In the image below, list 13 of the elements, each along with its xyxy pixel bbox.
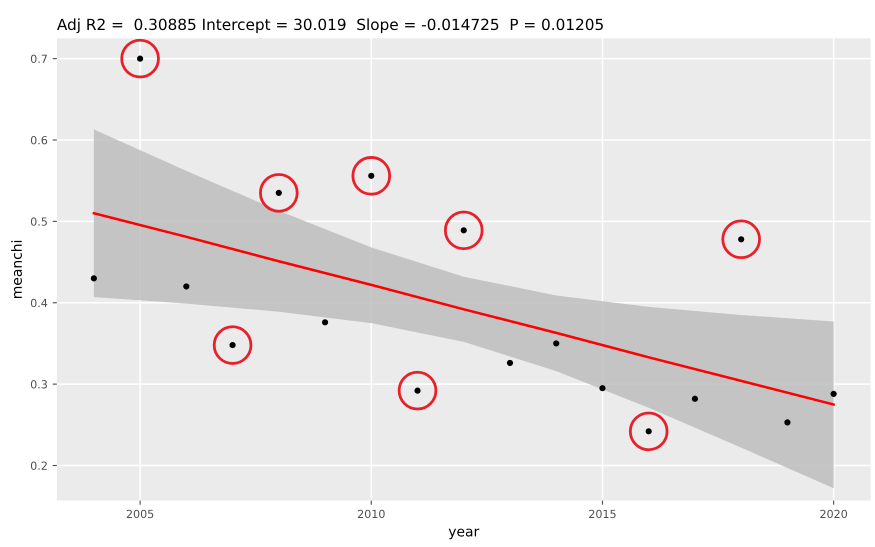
x-tick-label: 2015 bbox=[589, 510, 616, 518]
y-axis-title: meanchi bbox=[11, 240, 22, 298]
y-tick-label: 0.4 bbox=[30, 298, 48, 308]
y-tick-label: 0.5 bbox=[30, 217, 47, 226]
x-tick-label: 2005 bbox=[126, 510, 154, 518]
y-tick-label: 0.3 bbox=[30, 380, 47, 389]
x-axis-title: year bbox=[448, 528, 480, 540]
chart-title: Adj R2 = 0.30885 Intercept = 30.019 Slope = -0.014725 P = 0.01205 bbox=[56, 18, 603, 34]
y-tick-label: 0.2 bbox=[30, 461, 47, 470]
y-tick-label: 0.7 bbox=[30, 54, 47, 64]
x-tick-label: 2010 bbox=[358, 510, 385, 518]
y-tick-label: 0.6 bbox=[30, 136, 48, 144]
x-tick-label: 2020 bbox=[820, 510, 848, 518]
